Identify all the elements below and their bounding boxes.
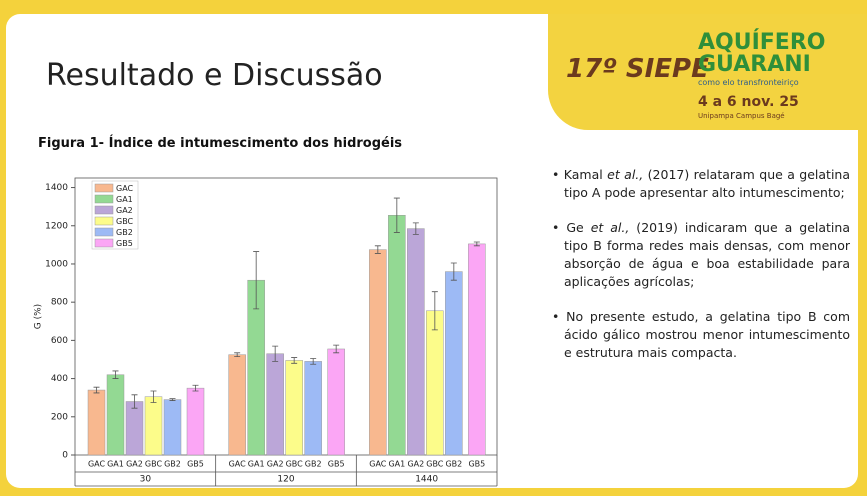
y-tick-label: 600	[51, 336, 68, 346]
series-tick-label: GA2	[126, 460, 143, 469]
series-tick-label: GAC	[229, 460, 247, 469]
legend-swatch	[95, 228, 113, 236]
bar	[388, 215, 405, 455]
legend-label: GA2	[116, 206, 133, 215]
bar	[229, 355, 246, 455]
series-tick-label: GBC	[145, 460, 163, 469]
y-tick-label: 200	[51, 412, 68, 422]
page: 17º SIEPE AQUÍFEROGUARANI como elo trans…	[0, 0, 867, 496]
group-label: 120	[277, 475, 294, 485]
legend-swatch	[95, 239, 113, 247]
bar	[369, 250, 386, 455]
series-tick-label: GA2	[407, 460, 424, 469]
series-tick-label: GB5	[328, 460, 345, 469]
bar	[88, 390, 105, 455]
y-tick-label: 1400	[45, 183, 68, 193]
bar	[286, 360, 303, 455]
series-tick-label: GAC	[369, 460, 387, 469]
y-tick-label: 400	[51, 374, 68, 384]
bar	[407, 229, 424, 455]
bar	[426, 311, 443, 455]
bar	[107, 375, 124, 455]
series-tick-label: GB2	[445, 460, 462, 469]
bar	[305, 361, 322, 455]
series-tick-label: GB2	[164, 460, 181, 469]
bar	[445, 272, 462, 455]
series-tick-label: GAC	[88, 460, 106, 469]
chart: 0200400600800100012001400G (%)30GACGA1GA…	[0, 0, 867, 496]
legend-label: GBC	[116, 217, 134, 226]
legend-swatch	[95, 184, 113, 192]
bar	[187, 388, 204, 455]
legend-label: GA1	[116, 195, 133, 204]
series-tick-label: GA1	[388, 460, 405, 469]
series-tick-label: GBC	[286, 460, 304, 469]
y-tick-label: 1000	[45, 259, 68, 269]
y-tick-label: 0	[62, 451, 68, 461]
y-tick-label: 800	[51, 298, 68, 308]
legend-label: GAC	[116, 184, 134, 193]
bar	[328, 349, 345, 455]
group-label: 30	[140, 475, 152, 485]
legend-label: GB2	[116, 228, 133, 237]
legend-swatch	[95, 195, 113, 203]
y-axis-label: G (%)	[34, 304, 44, 329]
series-tick-label: GB2	[305, 460, 322, 469]
legend-swatch	[95, 217, 113, 225]
legend-label: GB5	[116, 239, 133, 248]
series-tick-label: GA2	[267, 460, 284, 469]
y-tick-label: 1200	[45, 221, 68, 231]
group-label: 1440	[415, 475, 438, 485]
series-tick-label: GB5	[187, 460, 204, 469]
series-tick-label: GA1	[248, 460, 265, 469]
series-tick-label: GA1	[107, 460, 124, 469]
bar	[145, 397, 162, 455]
bar	[267, 354, 284, 455]
bar	[164, 400, 181, 455]
legend-swatch	[95, 206, 113, 214]
bar	[126, 402, 143, 455]
series-tick-label: GB5	[468, 460, 485, 469]
series-tick-label: GBC	[426, 460, 444, 469]
bar	[468, 244, 485, 455]
